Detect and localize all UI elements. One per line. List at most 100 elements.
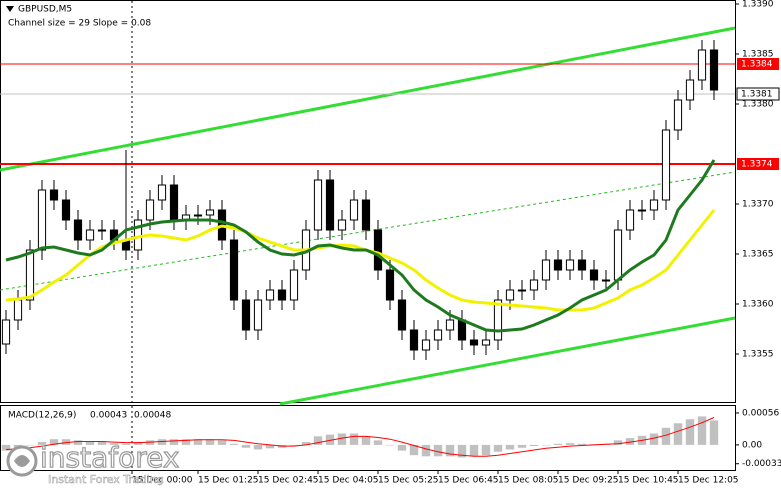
macd-bar [337,433,347,445]
x-tick-label: 15 Dec 12:05 [678,476,739,486]
y-tick-label: 1.3370 [742,200,774,210]
x-tick-label: 15 Dec 09:25 [558,476,619,486]
candle-body [637,209,647,212]
x-tick-label: 15 Dec 02:45 [258,476,319,486]
macd-bar [685,419,695,445]
collapse-icon [6,6,14,12]
macd-bar [313,436,323,445]
level-tag [737,158,779,170]
macd-bar [133,442,143,445]
macd-bar [625,438,635,445]
x-tick-label: 15 Dec 01:25 [198,476,259,486]
macd-readout: 0.00048 [134,411,171,421]
candle-body [37,189,47,251]
channel-upper [0,26,736,172]
macd-bar [61,439,71,445]
macd-bar [85,442,95,445]
y-tick-label: -0.00033 [742,459,781,469]
candle-body [577,259,587,271]
candle-body [325,179,335,231]
y-tick-label: 1.3390 [742,0,774,10]
macd-bar [421,444,431,457]
macd-bar [229,443,239,445]
candle-body [145,199,155,221]
x-tick-label: 15 Dec 04:05 [318,476,379,486]
macd-bar [385,444,395,446]
macd-bar [397,444,407,451]
macd-readout: 0.00043 [90,411,127,421]
macd-bar [469,444,479,457]
candle-body [337,219,347,231]
macd-bar [181,439,191,445]
moving-average [5,159,716,333]
macd-bar [169,439,179,445]
x-tick-label: 15 Dec 00:00 [132,476,193,486]
macd-bar [217,440,227,445]
candle-body [205,209,215,216]
candle-body [361,199,371,231]
macd-bar [673,423,683,445]
candle-body [25,249,35,301]
chart-subtitle: Channel size = 29 Slope = 0.08 [8,19,151,29]
candle-body [433,329,443,341]
macd-bar [301,442,311,445]
candle-body [13,299,23,321]
macd-bar [553,443,563,445]
last-price-tag [736,87,780,101]
candle-body [505,289,515,301]
macd-bar [505,444,515,450]
candle-body [253,299,263,331]
candle-body [709,49,719,91]
level-tag [737,58,779,70]
candle-body [625,209,635,231]
watermark-icon [14,455,30,467]
macd-bar [289,444,299,446]
macd-bar [265,444,275,449]
candle-body [97,229,107,232]
macd-bar [373,440,383,445]
candle-body [385,269,395,301]
macd-bar [49,439,59,445]
x-tick-label: 15 Dec 05:25 [378,476,439,486]
candle-body [241,299,251,331]
macd-bar [409,444,419,456]
candle-body [169,184,179,221]
macd-bar [121,443,131,445]
candle-body [421,339,431,351]
macd-panel [0,405,736,471]
candle-body [685,79,695,101]
macd-bar [97,442,107,445]
macd-bar [493,444,503,452]
candle-body [265,289,275,301]
candle-body [601,279,611,282]
y-tick-label: 0.00 [742,440,762,450]
candle-body [589,269,599,281]
macd-title: MACD(12,26,9) [8,411,76,421]
candle-body [529,279,539,291]
candle-body [193,214,203,217]
candle-body [493,299,503,341]
macd-bar [541,444,551,446]
macd-bar [481,444,491,456]
channel-lower [279,316,736,406]
candle-body [73,219,83,241]
candle-body [649,199,659,211]
candle-body [409,329,419,351]
candle-body [373,229,383,271]
candle-body [661,129,671,201]
candle-body [481,339,491,346]
macd-bar [157,439,167,445]
macd-bar [241,444,251,448]
watermark-tagline: Instant Forex Trading [48,473,164,486]
macd-bar [517,444,527,448]
macd-bar [193,439,203,445]
watermark-brand: instaforex [40,441,179,474]
macd-bar [37,442,47,445]
macd-bar [529,444,539,447]
macd-bar [25,444,35,446]
candle-body [445,319,455,331]
candle-body [541,259,551,281]
candle-body [469,339,479,346]
